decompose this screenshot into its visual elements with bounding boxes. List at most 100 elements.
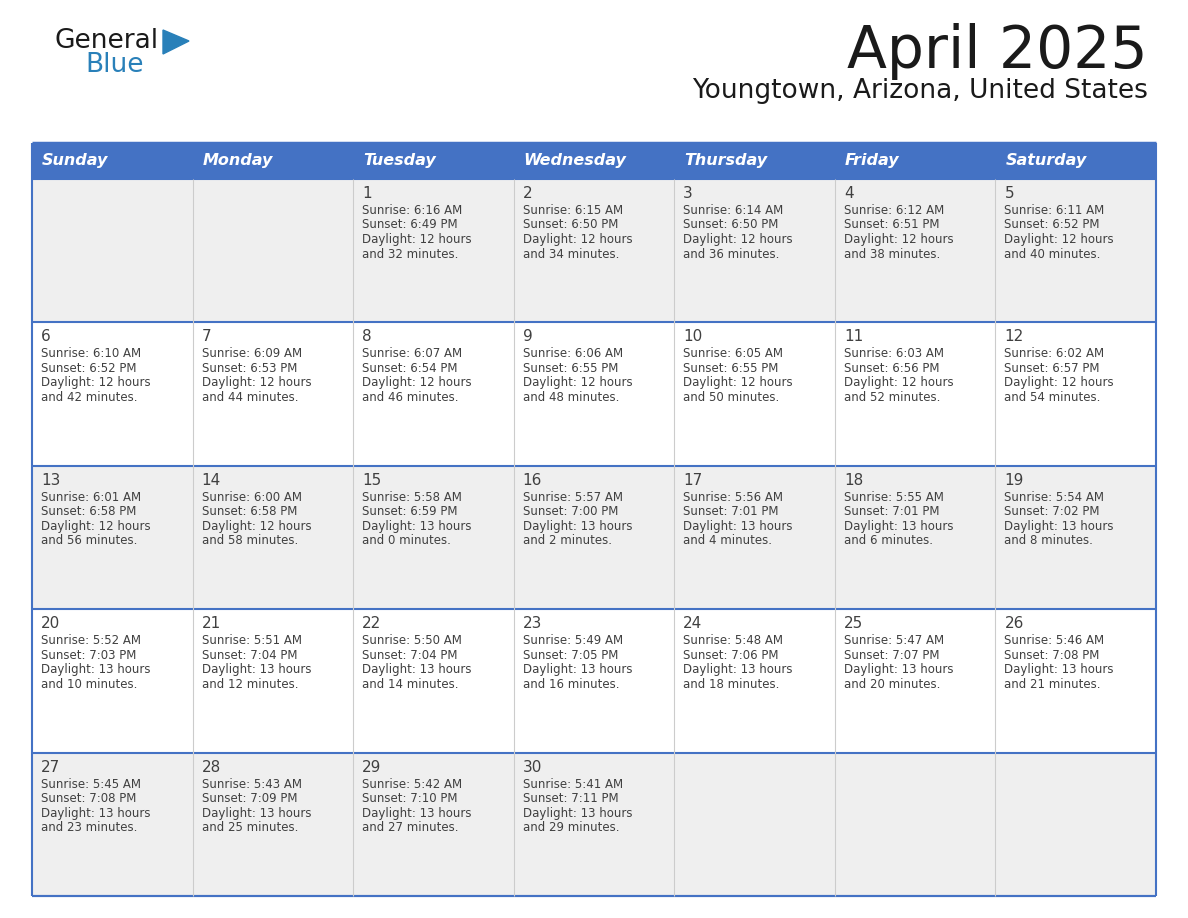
Text: Sunrise: 5:58 AM: Sunrise: 5:58 AM (362, 491, 462, 504)
Text: Sunrise: 5:50 AM: Sunrise: 5:50 AM (362, 634, 462, 647)
Text: and 54 minutes.: and 54 minutes. (1004, 391, 1101, 404)
Text: Sunrise: 5:51 AM: Sunrise: 5:51 AM (202, 634, 302, 647)
Text: Daylight: 12 hours: Daylight: 12 hours (202, 376, 311, 389)
Text: 24: 24 (683, 616, 702, 632)
Text: Daylight: 13 hours: Daylight: 13 hours (523, 663, 632, 677)
Text: Sunrise: 6:10 AM: Sunrise: 6:10 AM (42, 347, 141, 361)
Text: Daylight: 12 hours: Daylight: 12 hours (1004, 376, 1114, 389)
Text: Sunrise: 5:56 AM: Sunrise: 5:56 AM (683, 491, 783, 504)
Text: Youngtown, Arizona, United States: Youngtown, Arizona, United States (693, 78, 1148, 104)
Text: Daylight: 13 hours: Daylight: 13 hours (1004, 663, 1114, 677)
Text: Sunset: 6:52 PM: Sunset: 6:52 PM (42, 362, 137, 375)
Text: Sunset: 7:08 PM: Sunset: 7:08 PM (1004, 649, 1100, 662)
Text: Sunrise: 5:46 AM: Sunrise: 5:46 AM (1004, 634, 1105, 647)
Text: 2: 2 (523, 186, 532, 201)
Text: Sunrise: 6:15 AM: Sunrise: 6:15 AM (523, 204, 623, 217)
Bar (996, 143, 1156, 179)
Text: and 18 minutes.: and 18 minutes. (683, 677, 779, 690)
Text: and 46 minutes.: and 46 minutes. (362, 391, 459, 404)
Text: Daylight: 13 hours: Daylight: 13 hours (523, 520, 632, 532)
Text: 25: 25 (843, 616, 864, 632)
Text: and 6 minutes.: and 6 minutes. (843, 534, 933, 547)
Text: Daylight: 13 hours: Daylight: 13 hours (1004, 520, 1114, 532)
Text: Sunset: 7:10 PM: Sunset: 7:10 PM (362, 792, 457, 805)
Text: and 38 minutes.: and 38 minutes. (843, 248, 940, 261)
Text: Daylight: 12 hours: Daylight: 12 hours (42, 520, 151, 532)
Text: and 40 minutes.: and 40 minutes. (1004, 248, 1101, 261)
Text: Sunrise: 6:11 AM: Sunrise: 6:11 AM (1004, 204, 1105, 217)
Text: Saturday: Saturday (1005, 153, 1087, 169)
Text: Tuesday: Tuesday (364, 153, 436, 169)
Text: 16: 16 (523, 473, 542, 487)
Text: 13: 13 (42, 473, 61, 487)
Text: and 50 minutes.: and 50 minutes. (683, 391, 779, 404)
Text: Daylight: 13 hours: Daylight: 13 hours (523, 807, 632, 820)
Text: 22: 22 (362, 616, 381, 632)
Text: Sunset: 7:11 PM: Sunset: 7:11 PM (523, 792, 618, 805)
Text: 9: 9 (523, 330, 532, 344)
Text: and 32 minutes.: and 32 minutes. (362, 248, 459, 261)
Text: and 8 minutes.: and 8 minutes. (1004, 534, 1093, 547)
Bar (32, 610, 1156, 753)
Text: Sunrise: 5:43 AM: Sunrise: 5:43 AM (202, 778, 302, 790)
Text: Sunset: 6:53 PM: Sunset: 6:53 PM (202, 362, 297, 375)
Text: 30: 30 (523, 759, 542, 775)
Text: Sunset: 7:05 PM: Sunset: 7:05 PM (523, 649, 618, 662)
Text: 6: 6 (42, 330, 51, 344)
Text: Sunset: 6:50 PM: Sunset: 6:50 PM (523, 218, 618, 231)
Bar (675, 143, 835, 179)
Text: 28: 28 (202, 759, 221, 775)
Text: Sunset: 6:56 PM: Sunset: 6:56 PM (843, 362, 940, 375)
Text: Daylight: 12 hours: Daylight: 12 hours (523, 233, 632, 246)
Text: Sunset: 6:50 PM: Sunset: 6:50 PM (683, 218, 778, 231)
Text: Sunrise: 5:42 AM: Sunrise: 5:42 AM (362, 778, 462, 790)
Text: Sunrise: 6:12 AM: Sunrise: 6:12 AM (843, 204, 944, 217)
Text: 15: 15 (362, 473, 381, 487)
Text: 5: 5 (1004, 186, 1015, 201)
Text: Sunset: 7:01 PM: Sunset: 7:01 PM (683, 505, 779, 519)
Text: and 14 minutes.: and 14 minutes. (362, 677, 459, 690)
Text: Sunset: 6:58 PM: Sunset: 6:58 PM (42, 505, 137, 519)
Bar (32, 143, 192, 179)
Text: 19: 19 (1004, 473, 1024, 487)
Text: Sunrise: 6:03 AM: Sunrise: 6:03 AM (843, 347, 943, 361)
Text: Sunset: 6:54 PM: Sunset: 6:54 PM (362, 362, 457, 375)
Bar (32, 753, 1156, 896)
Text: Blue: Blue (86, 52, 144, 78)
Text: and 34 minutes.: and 34 minutes. (523, 248, 619, 261)
Text: and 23 minutes.: and 23 minutes. (42, 821, 138, 834)
Text: Daylight: 12 hours: Daylight: 12 hours (843, 233, 954, 246)
Text: Friday: Friday (845, 153, 899, 169)
Text: Sunrise: 6:00 AM: Sunrise: 6:00 AM (202, 491, 302, 504)
Text: and 42 minutes.: and 42 minutes. (42, 391, 138, 404)
Text: Sunset: 6:52 PM: Sunset: 6:52 PM (1004, 218, 1100, 231)
Text: Sunset: 6:59 PM: Sunset: 6:59 PM (362, 505, 457, 519)
Text: Sunrise: 6:01 AM: Sunrise: 6:01 AM (42, 491, 141, 504)
Text: Sunset: 6:55 PM: Sunset: 6:55 PM (523, 362, 618, 375)
Text: Daylight: 13 hours: Daylight: 13 hours (362, 520, 472, 532)
Text: and 44 minutes.: and 44 minutes. (202, 391, 298, 404)
Text: Daylight: 12 hours: Daylight: 12 hours (843, 376, 954, 389)
Text: Sunrise: 6:09 AM: Sunrise: 6:09 AM (202, 347, 302, 361)
Text: Daylight: 13 hours: Daylight: 13 hours (683, 520, 792, 532)
Text: Daylight: 12 hours: Daylight: 12 hours (683, 376, 792, 389)
Text: 26: 26 (1004, 616, 1024, 632)
Text: and 52 minutes.: and 52 minutes. (843, 391, 940, 404)
Text: and 48 minutes.: and 48 minutes. (523, 391, 619, 404)
Text: Sunrise: 5:47 AM: Sunrise: 5:47 AM (843, 634, 944, 647)
Text: Sunset: 7:06 PM: Sunset: 7:06 PM (683, 649, 779, 662)
Text: Sunset: 7:08 PM: Sunset: 7:08 PM (42, 792, 137, 805)
Text: Daylight: 12 hours: Daylight: 12 hours (523, 376, 632, 389)
Text: 1: 1 (362, 186, 372, 201)
Text: Daylight: 13 hours: Daylight: 13 hours (362, 807, 472, 820)
Text: 29: 29 (362, 759, 381, 775)
Text: 21: 21 (202, 616, 221, 632)
Text: 4: 4 (843, 186, 853, 201)
Text: 8: 8 (362, 330, 372, 344)
Text: 11: 11 (843, 330, 864, 344)
Bar (32, 179, 1156, 322)
Text: Daylight: 13 hours: Daylight: 13 hours (42, 807, 151, 820)
Text: General: General (55, 28, 159, 54)
Text: Sunset: 6:55 PM: Sunset: 6:55 PM (683, 362, 778, 375)
Text: 10: 10 (683, 330, 702, 344)
